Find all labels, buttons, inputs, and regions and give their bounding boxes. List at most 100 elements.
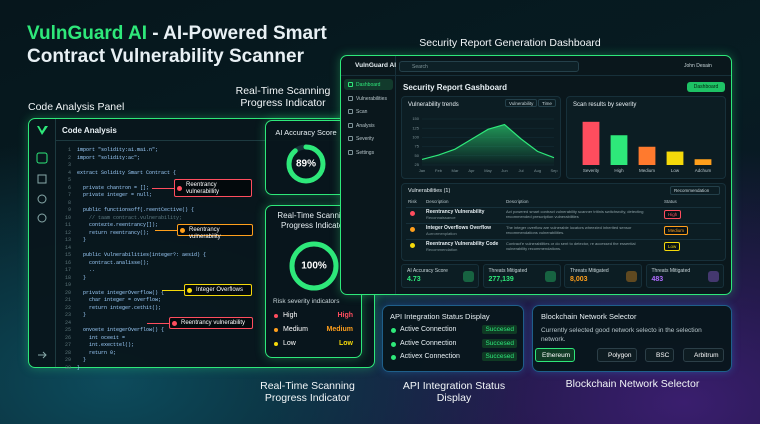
accuracy-ring: 89% xyxy=(286,144,326,184)
icon[interactable] xyxy=(37,213,47,223)
caption: API Integration Status Display xyxy=(402,380,506,404)
trend-area xyxy=(422,124,554,165)
nav-item[interactable]: Dashboard xyxy=(356,82,381,88)
code-line: return reentrancy(); xyxy=(77,229,150,236)
line-number: 10 xyxy=(64,214,71,221)
nav-item[interactable]: Settings xyxy=(356,149,375,156)
stat-value: 277,139 xyxy=(488,276,514,283)
line-number: 28 xyxy=(64,349,71,356)
bar xyxy=(694,159,712,165)
stat-card: AI Accuracy Score 4.73 xyxy=(401,264,479,288)
line-number: 26 xyxy=(64,334,71,341)
sidebar-icons xyxy=(36,126,48,359)
line-number: 1 xyxy=(67,147,71,153)
x-tick-label: Jul xyxy=(518,168,523,173)
code-header xyxy=(56,119,374,141)
code-line: public functionsoff(.reentCective() { xyxy=(77,207,195,213)
network-chip[interactable]: Ethereum xyxy=(535,348,576,362)
nav-icon xyxy=(348,95,353,101)
code-title: Code Analysis xyxy=(62,126,117,135)
vulnerabilities-panel: Vulnerabilities (1) Recommendation Risk D… xyxy=(401,183,726,261)
line-number: 15 xyxy=(64,252,71,258)
filter[interactable]: Recommendation xyxy=(670,186,720,195)
accuracy-card: AI Accuracy Score 89% xyxy=(265,120,347,195)
panel-title: Vulnerability trends xyxy=(408,102,459,108)
x-tick-label: Adchum xyxy=(695,168,712,173)
risk-icon xyxy=(410,211,415,216)
callout-icon xyxy=(180,227,185,233)
trend-panel: Vulnerability trends 25 50 75 100 125 150 Jan F… xyxy=(401,96,561,179)
icon[interactable] xyxy=(37,174,47,184)
stat-label: Threats Mitigated xyxy=(651,268,691,274)
code-line: public Vulnerabilities(integer?: aesid) … xyxy=(77,252,207,258)
icon[interactable] xyxy=(37,194,47,204)
severity-dot xyxy=(274,314,278,318)
code-line: } xyxy=(77,237,87,243)
x-tick-label: Jun xyxy=(501,168,507,173)
caption: Security Report Generation Dashboard xyxy=(419,37,601,49)
line-number: 6 xyxy=(67,184,71,191)
icon[interactable] xyxy=(38,351,47,359)
network-chip[interactable]: Polygon xyxy=(597,348,637,362)
severity-status: Low xyxy=(339,340,353,347)
scan-card: Real-Time Scanning Progress Indicator 10… xyxy=(265,205,362,358)
y-tick-label: 50 xyxy=(415,153,420,158)
filter[interactable]: Vulnerability xyxy=(505,99,538,107)
callout-connector xyxy=(152,188,174,189)
line-number: 19 xyxy=(64,282,71,288)
nav-item[interactable]: Vulnerabilities xyxy=(356,95,387,102)
dash-title: Security Report Gashboard xyxy=(403,83,508,92)
line-number: 23 xyxy=(64,312,71,318)
code-line: // taam contract.vulnerability; xyxy=(77,214,183,221)
code-line: int oceeit = xyxy=(77,334,126,341)
icon[interactable] xyxy=(36,152,48,164)
severity-status: Medium xyxy=(326,326,353,333)
search-box[interactable]: Search xyxy=(399,61,579,72)
y-tick-label: 25 xyxy=(415,162,420,167)
stat-label: Threats Mitigated xyxy=(570,268,609,274)
x-tick-label: Feb xyxy=(435,168,443,173)
nav-item[interactable]: Scan xyxy=(356,109,368,115)
stat-value: 4.73 xyxy=(407,276,421,283)
line-number: 22 xyxy=(64,304,71,311)
network-chip[interactable]: Arbitrum xyxy=(683,348,724,362)
x-tick-label: Medium xyxy=(639,168,655,173)
y-tick-label: 75 xyxy=(415,144,420,149)
severity-status: High xyxy=(337,312,353,319)
status-badge: High xyxy=(664,210,682,219)
line-number: 13 xyxy=(64,237,71,243)
code-sidebar xyxy=(29,119,56,367)
line-number: 29 xyxy=(64,357,71,363)
scan-title: Real-Time Scanning Progress Indicator xyxy=(277,211,350,230)
line-number: 4 xyxy=(67,169,71,176)
trend-chart: 25 50 75 100 125 150 Jan Feb Mar Apr May Jun Jul Aug S… xyxy=(412,116,558,173)
severity-dot xyxy=(274,342,278,346)
network-card: Blockchain Network Selector Currently se… xyxy=(532,305,732,372)
nav-item[interactable]: Severity xyxy=(356,136,375,142)
caption: Real-Time Scanning Progress Indicator xyxy=(235,85,331,109)
bar xyxy=(610,135,628,165)
severity-label: High xyxy=(283,312,298,319)
dash-button[interactable]: Dashboard xyxy=(687,82,725,92)
network-chip[interactable]: BSC xyxy=(645,348,675,362)
y-tick-label: 150 xyxy=(412,116,419,121)
line-number: 8 xyxy=(67,199,71,206)
connection-label: Active Connection xyxy=(400,326,457,333)
column-header: Status xyxy=(664,199,677,204)
user-name[interactable]: John Desain xyxy=(684,63,712,69)
nav-item[interactable]: Analysis xyxy=(356,122,375,129)
filter[interactable]: Time xyxy=(538,99,556,107)
code-line: int.execttel(); xyxy=(77,342,135,348)
line-number: 2 xyxy=(67,154,71,161)
code-line: } xyxy=(77,357,87,363)
row-description: Contract'e vulnerabilities or do sent to… xyxy=(506,241,636,251)
line-number: 20 xyxy=(64,289,71,296)
status-dot xyxy=(391,341,396,347)
line-number: 24 xyxy=(64,319,71,326)
callout-connector xyxy=(155,230,177,231)
x-tick-label: Aug xyxy=(534,168,541,173)
x-tick-label: Apr xyxy=(468,168,475,173)
bar xyxy=(582,121,600,165)
line-number: 7 xyxy=(67,192,71,198)
code-line: private integer = null; xyxy=(77,192,153,198)
